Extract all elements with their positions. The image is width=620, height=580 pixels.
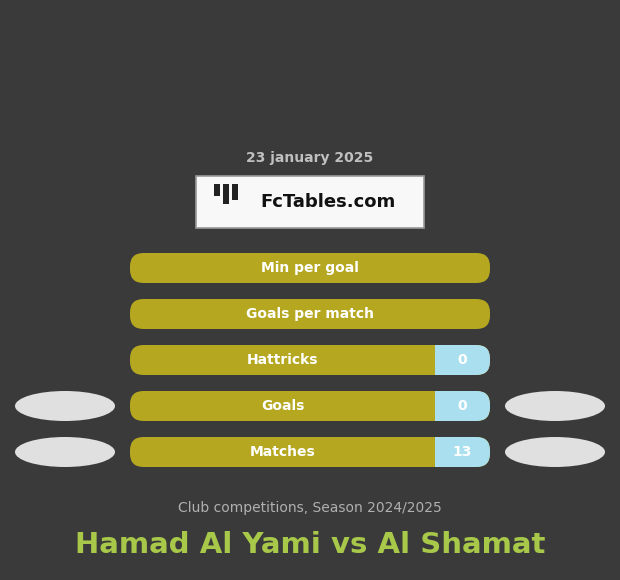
FancyBboxPatch shape <box>130 437 490 467</box>
Text: Hamad Al Yami vs Al Shamat: Hamad Al Yami vs Al Shamat <box>75 531 545 559</box>
Ellipse shape <box>15 437 115 467</box>
Text: Club competitions, Season 2024/2025: Club competitions, Season 2024/2025 <box>178 501 442 515</box>
Text: Matches: Matches <box>250 445 316 459</box>
FancyBboxPatch shape <box>130 299 490 329</box>
FancyBboxPatch shape <box>435 437 490 467</box>
Ellipse shape <box>15 391 115 421</box>
FancyBboxPatch shape <box>130 345 490 375</box>
FancyBboxPatch shape <box>435 391 490 421</box>
FancyBboxPatch shape <box>435 437 463 467</box>
FancyBboxPatch shape <box>232 184 238 200</box>
Text: FcTables.com: FcTables.com <box>260 193 396 211</box>
Text: Goals: Goals <box>261 399 304 413</box>
Text: 23 january 2025: 23 january 2025 <box>246 151 374 165</box>
Text: 13: 13 <box>453 445 472 459</box>
Text: 0: 0 <box>458 353 467 367</box>
FancyBboxPatch shape <box>435 345 490 375</box>
Ellipse shape <box>505 437 605 467</box>
FancyBboxPatch shape <box>130 391 490 421</box>
Text: Hattricks: Hattricks <box>247 353 318 367</box>
FancyBboxPatch shape <box>196 176 424 228</box>
Ellipse shape <box>505 391 605 421</box>
FancyBboxPatch shape <box>435 391 463 421</box>
FancyBboxPatch shape <box>435 345 463 375</box>
FancyBboxPatch shape <box>130 253 490 283</box>
Text: Min per goal: Min per goal <box>261 261 359 275</box>
Text: 0: 0 <box>458 399 467 413</box>
FancyBboxPatch shape <box>223 184 229 204</box>
FancyBboxPatch shape <box>214 184 220 196</box>
Text: Goals per match: Goals per match <box>246 307 374 321</box>
